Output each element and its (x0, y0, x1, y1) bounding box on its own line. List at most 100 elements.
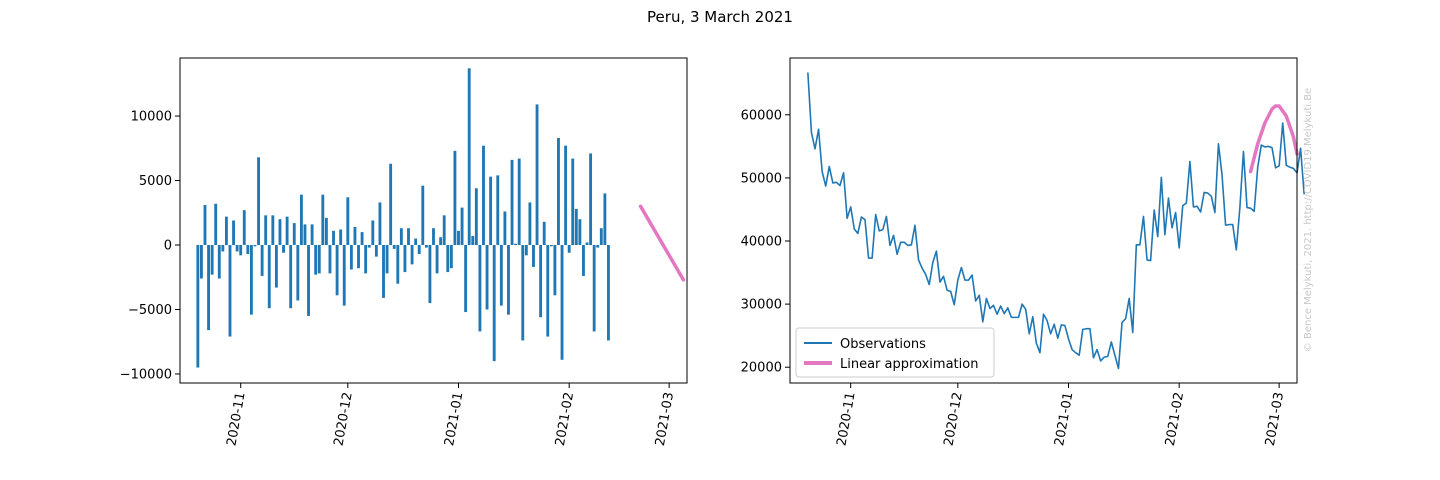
observations-series (807, 72, 1305, 370)
bar (457, 230, 460, 246)
legend-box (795, 327, 995, 378)
bar (599, 228, 603, 246)
bar (474, 188, 478, 246)
bar (460, 207, 464, 246)
bar (221, 245, 225, 252)
bar (532, 245, 535, 267)
bar (435, 245, 439, 274)
bar (342, 245, 346, 306)
bar (332, 230, 335, 246)
legend: Observations Linear approximation (795, 327, 995, 378)
bar (203, 205, 207, 246)
bar (510, 159, 514, 246)
bar (528, 202, 532, 246)
bar (374, 245, 378, 257)
bar (328, 245, 332, 274)
bar (517, 158, 521, 246)
left-ytick-label: 10000 (131, 110, 172, 125)
bar (264, 215, 268, 246)
bar (207, 245, 210, 331)
bar (471, 235, 475, 246)
bar (217, 245, 221, 279)
bar (199, 245, 203, 279)
bar (339, 229, 343, 246)
right-ytick-label: 60000 (741, 108, 782, 123)
bar (446, 245, 450, 273)
left-plot-frame (179, 57, 688, 384)
bar (514, 243, 518, 246)
bar (571, 158, 575, 246)
bar (560, 245, 564, 360)
bar (557, 137, 560, 246)
bar (567, 245, 571, 253)
left-ytick-label: 0 (164, 239, 172, 254)
bar (271, 215, 275, 246)
bar (367, 245, 371, 248)
bar (453, 150, 457, 246)
bar (346, 197, 350, 246)
left-ytick-label: 5000 (139, 174, 172, 189)
bar (292, 223, 296, 246)
legend-observations-label: Observations (840, 337, 926, 352)
bar (378, 202, 382, 246)
bar (303, 224, 307, 246)
bar (228, 245, 232, 337)
bar (585, 242, 589, 246)
bar (257, 157, 260, 246)
right-ytick-label: 30000 (741, 298, 782, 313)
bar (371, 220, 375, 246)
bar (392, 245, 396, 249)
left-approximation-path (638, 204, 686, 282)
bar (578, 219, 582, 246)
bar (399, 228, 403, 246)
bar (574, 208, 578, 246)
bar (235, 245, 239, 252)
bar (296, 245, 300, 301)
bar (603, 193, 607, 246)
bar (592, 245, 596, 332)
bar (232, 220, 235, 246)
bar (496, 175, 500, 246)
bar (549, 245, 553, 247)
right-y-axis: 20000 30000 40000 50000 60000 (741, 108, 790, 376)
bar (589, 153, 593, 246)
bar (607, 245, 610, 341)
right-approximation-path (1248, 104, 1299, 174)
bar (349, 245, 353, 270)
bar (260, 245, 264, 276)
bar (299, 194, 303, 246)
bar (546, 245, 550, 337)
bar (310, 224, 314, 246)
right-ytick-label: 50000 (741, 171, 782, 186)
bar (410, 245, 414, 265)
bar (464, 245, 468, 313)
bar (424, 245, 428, 248)
bar (521, 245, 525, 341)
bar (417, 245, 421, 255)
bar (439, 237, 443, 246)
left-ytick-label: −10000 (120, 367, 172, 382)
bar (267, 245, 271, 309)
bar (357, 245, 360, 269)
bar (249, 245, 253, 315)
bar (278, 219, 282, 246)
bar (582, 245, 585, 276)
bar (499, 245, 503, 306)
bar (539, 245, 543, 318)
bar (335, 245, 339, 296)
bar (289, 245, 293, 309)
bar (467, 68, 471, 246)
bar (385, 245, 389, 274)
bar (564, 145, 568, 246)
bar (307, 245, 310, 316)
bar (321, 194, 325, 246)
figure-title: Peru, 3 March 2021 (647, 8, 793, 26)
bar (396, 245, 400, 284)
bar (317, 245, 321, 274)
bar (196, 245, 200, 368)
bar (210, 245, 214, 275)
left-ytick-label: −5000 (128, 303, 172, 318)
bar (407, 228, 410, 246)
bar (442, 215, 446, 246)
